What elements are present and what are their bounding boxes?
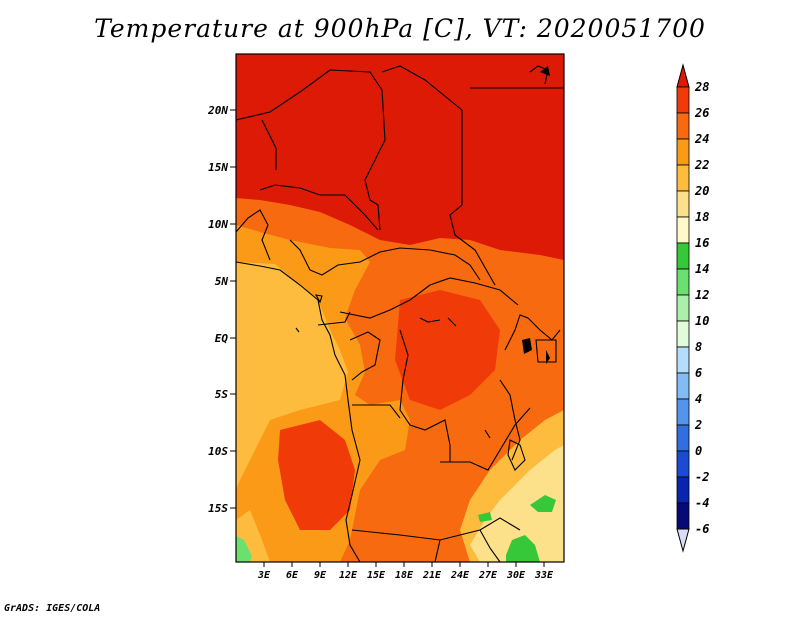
colorbar-segment (676, 346, 690, 374)
field-26-28 (236, 54, 564, 260)
colorbar-label: 4 (695, 392, 702, 406)
lon-label: 27E (478, 570, 498, 581)
field-14-16-a (506, 535, 540, 562)
colorbar-label: 6 (695, 366, 702, 380)
colorbar-segment (676, 372, 690, 400)
colorbar-segment (676, 190, 690, 218)
field-24-26-south (278, 420, 355, 530)
lon-label: 15E (367, 570, 386, 581)
colorbar-cap-bottom (676, 528, 690, 553)
colorbar-label: -2 (695, 470, 709, 484)
colorbar-cap-top (676, 63, 690, 88)
colorbar-segment (676, 398, 690, 426)
colorbar-label: 14 (695, 262, 709, 276)
lon-label: 3E (257, 570, 271, 581)
lat-label: 15N (208, 161, 228, 174)
lon-label: 24E (450, 570, 470, 581)
colorbar-segment (676, 242, 690, 270)
colorbar-label: 28 (694, 80, 709, 94)
colorbar-segment (676, 450, 690, 478)
colorbar-label: 10 (695, 314, 709, 328)
colorbar-label: 26 (694, 106, 709, 120)
grads-credit: GrADS: IGES/COLA (4, 603, 101, 614)
lon-label: 30E (506, 570, 526, 581)
lat-label: 10N (208, 218, 228, 231)
colorbar-label: -4 (695, 496, 709, 510)
colorbar-segment (676, 320, 690, 348)
colorbar-label: 0 (695, 444, 702, 458)
lat-label: 10S (208, 445, 228, 458)
colorbar-label: 18 (695, 210, 709, 224)
chart-title: Temperature at 900hPa [C], VT: 202005170… (94, 14, 706, 43)
lakes (522, 66, 550, 364)
colorbar-label: 8 (695, 340, 702, 354)
lon-label: 33E (534, 570, 554, 581)
field-18-20 (470, 445, 564, 562)
field-14-16-d (478, 512, 492, 522)
colorbar-label: 16 (695, 236, 709, 250)
colorbar-segment (676, 268, 690, 296)
colorbar-segment (676, 502, 690, 530)
lat-label: EQ (215, 332, 229, 345)
lon-label: 9E (314, 570, 327, 581)
field-20-22 (236, 262, 348, 490)
field-14-16-c (236, 536, 252, 562)
longitude-axis: 3E 6E 9E 12E 15E 18E 21E 24E 27E 30E 33E (257, 562, 554, 581)
map-figure: 20N 15N 10N 5N EQ 5S 10S 15S 3E 6E 9E 12… (207, 53, 709, 581)
colorbar-label: -6 (695, 522, 709, 536)
lon-label: 12E (339, 570, 358, 581)
colorbar-label: 12 (695, 288, 709, 302)
colorbar-segment (676, 86, 690, 114)
field-14-16-b (530, 495, 556, 512)
colorbar-label: 20 (694, 184, 709, 198)
lat-label: 5N (215, 275, 229, 288)
country-borders (236, 65, 564, 562)
colorbar-label: 22 (694, 158, 709, 172)
colorbar-segment (676, 112, 690, 140)
lon-label: 6E (286, 570, 299, 581)
lat-label: 15S (208, 502, 228, 515)
colorbar-segment (676, 294, 690, 322)
latitude-axis: 20N 15N 10N 5N EQ 5S 10S 15S (207, 104, 236, 515)
colorbar-label: 24 (694, 132, 709, 146)
colorbar-segment (676, 216, 690, 244)
lon-label: 21E (422, 570, 442, 581)
colorbar-segment (676, 138, 690, 166)
colorbar-segment (676, 476, 690, 504)
field-24-26-central (395, 290, 500, 410)
colorbar-segment (676, 164, 690, 192)
lat-label: 20N (207, 104, 228, 117)
lat-label: 5S (215, 388, 229, 401)
temperature-field (236, 54, 564, 562)
colorbar-segment (676, 424, 690, 452)
lon-label: 18E (395, 570, 414, 581)
colorbar-label: 2 (694, 418, 702, 432)
map-frame (235, 53, 565, 563)
